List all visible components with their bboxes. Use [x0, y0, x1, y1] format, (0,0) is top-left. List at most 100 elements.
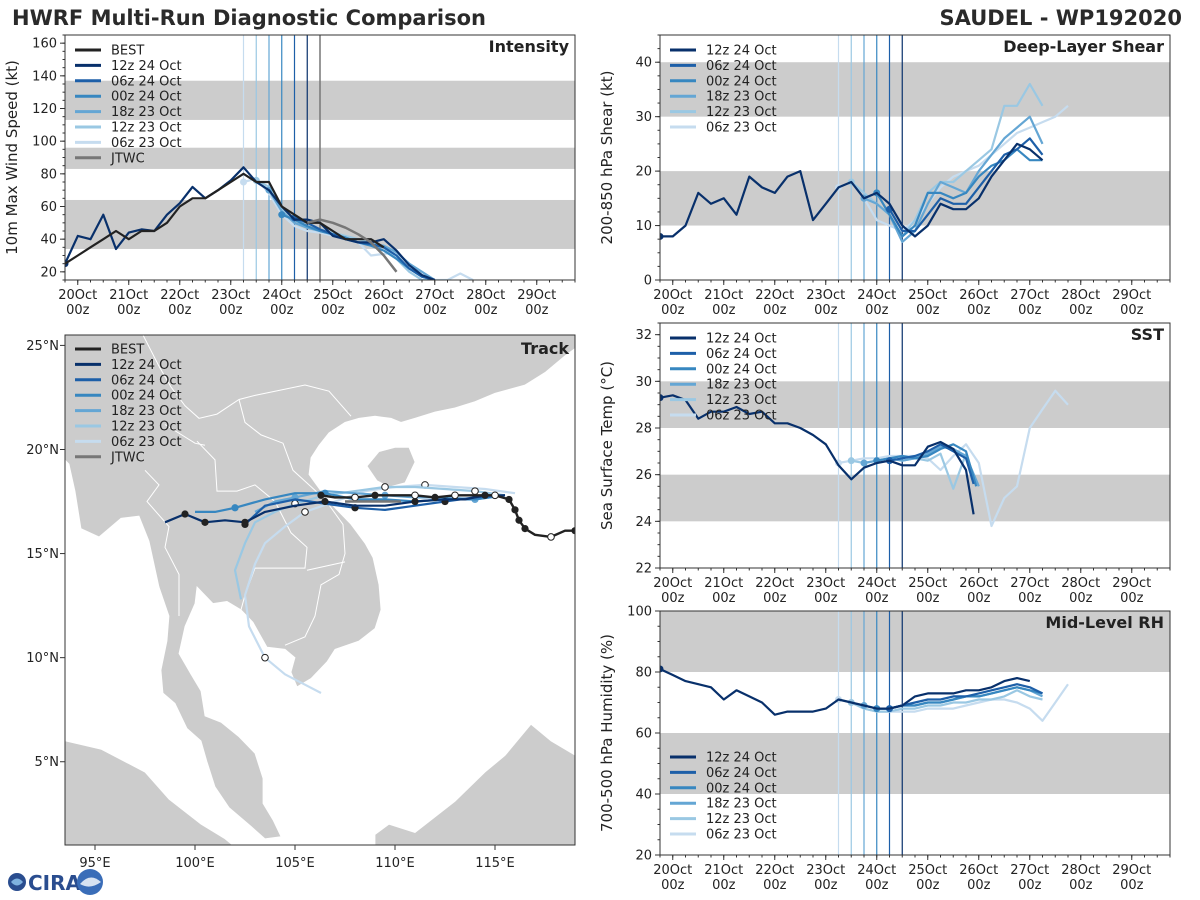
x-tick-label: 28Oct: [466, 288, 505, 303]
series-line: [838, 104, 1069, 233]
legend-label: 06z 23 Oct: [706, 409, 777, 424]
x-tick-label: 00z: [967, 303, 991, 318]
x-tick-label: 00z: [712, 878, 736, 893]
series-group: [660, 665, 1069, 722]
x-tick-label: 00z: [916, 591, 940, 606]
series-line: [660, 142, 1044, 238]
x-tick-label: 27Oct: [1010, 863, 1049, 878]
legend-label: 06z 24 Oct: [706, 59, 777, 74]
x-tick-label: 00z: [117, 303, 141, 318]
series-group: [65, 166, 474, 280]
polygon: [366, 446, 416, 488]
y-axis-label: 700-500 hPa Humidity (%): [598, 634, 616, 832]
x-tick-label: 23Oct: [806, 863, 845, 878]
best-track-line: [65, 172, 385, 265]
x-tick-label: 00z: [1069, 591, 1093, 606]
track-point-open: [351, 493, 359, 502]
x-tick-label: 23Oct: [806, 288, 845, 303]
x-tick-label: 22Oct: [160, 288, 199, 303]
track-point: [201, 518, 209, 526]
x-tick-label: 24Oct: [857, 863, 896, 878]
y-tick-label: 140: [32, 69, 57, 84]
y-tick-label: 20: [635, 165, 652, 180]
legend-label: 12z 24 Oct: [706, 751, 777, 766]
panel-shear: 01020304020Oct00z21Oct00z22Oct00z23Oct00…: [598, 34, 1171, 318]
track-point: [571, 527, 575, 535]
track-point-open: [451, 491, 459, 500]
x-tick-label: 00z: [967, 878, 991, 893]
x-tick-label: 00z: [1018, 878, 1042, 893]
series-line: [660, 668, 1031, 716]
x-tick-label: 00z: [916, 303, 940, 318]
series-line: [65, 166, 436, 280]
x-tick-label: 22Oct: [755, 576, 794, 591]
x-tick-label: 00z: [372, 303, 396, 318]
series-line: [889, 443, 975, 485]
track-point: [515, 516, 523, 524]
legend-label: 12z 24 Oct: [706, 44, 777, 59]
y-tick-label: 30: [635, 110, 652, 125]
panel-title: Intensity: [489, 37, 570, 56]
x-tick-label: 20Oct: [58, 288, 97, 303]
x-tick-label: 21Oct: [704, 288, 743, 303]
x-tick-label: 00z: [763, 878, 787, 893]
x-tick-label: 22Oct: [755, 288, 794, 303]
panel-title: Track: [521, 339, 569, 358]
series-group: [660, 389, 1069, 528]
x-tick-label: 29Oct: [517, 288, 556, 303]
shaded-band: [660, 171, 1170, 226]
lon-tick-label: 100°E: [175, 856, 215, 871]
country-border: [144, 469, 180, 616]
legend-label: 06z 24 Oct: [111, 74, 182, 89]
chart-title: HWRF Multi-Run Diagnostic Comparison: [12, 6, 487, 30]
x-tick-label: 00z: [1120, 591, 1144, 606]
y-tick-label: 40: [635, 788, 652, 803]
legend-label: 18z 23 Oct: [706, 378, 777, 393]
track-point: [511, 506, 519, 514]
x-tick-label: 25Oct: [908, 576, 947, 591]
legend-label: JTWC: [110, 450, 145, 465]
x-tick-label: 24Oct: [262, 288, 301, 303]
y-tick-label: 80: [635, 666, 652, 681]
legend-label: 18z 23 Oct: [706, 90, 777, 105]
legend-label: 12z 24 Oct: [111, 358, 182, 373]
x-tick-label: 00z: [1018, 303, 1042, 318]
x-tick-label: 00z: [474, 303, 498, 318]
track-point: [231, 504, 239, 512]
legend-label: 12z 23 Oct: [111, 420, 182, 435]
lat-tick-label: 5°N: [35, 755, 60, 770]
init-point: [278, 211, 286, 219]
x-tick-label: 29Oct: [1112, 288, 1151, 303]
panel-track: 5°N 10°N 15°N 20°N 25°N 95°E 100°E 105°E 110°E 11…: [26, 334, 576, 871]
country-border: [164, 424, 206, 446]
shaded-band: [660, 611, 1170, 672]
storm-id: SAUDEL - WP192020: [939, 6, 1182, 30]
init-point: [660, 394, 664, 402]
y-tick-label: 60: [635, 727, 652, 742]
x-tick-label: 00z: [763, 591, 787, 606]
series-line: [888, 137, 1044, 233]
shaded-band: [660, 733, 1170, 794]
track-point: [371, 491, 379, 499]
jtwc-line: [306, 218, 398, 273]
x-tick-label: 00z: [661, 878, 685, 893]
country-border: [306, 561, 346, 571]
panel-sst: 22242628303220Oct00z21Oct00z22Oct00z23Oc…: [598, 322, 1171, 606]
x-tick-label: 25Oct: [908, 863, 947, 878]
y-axis-label: Sea Surface Temp (°C): [598, 361, 616, 530]
y-tick-label: 28: [635, 422, 652, 437]
legend-label: 12z 23 Oct: [111, 121, 182, 136]
panel-title: Deep-Layer Shear: [1003, 37, 1164, 56]
track-point: [317, 491, 325, 499]
x-tick-label: 24Oct: [857, 576, 896, 591]
x-tick-label: 00z: [270, 303, 294, 318]
x-tick-label: 00z: [916, 878, 940, 893]
y-tick-label: 26: [635, 468, 652, 483]
track-point-open: [491, 491, 499, 500]
legend-label: 12z 23 Oct: [706, 812, 777, 827]
x-tick-label: 27Oct: [1010, 288, 1049, 303]
x-tick-label: 26Oct: [959, 576, 998, 591]
legend-label: 00z 24 Oct: [111, 389, 182, 404]
lat-tick-label: 10°N: [26, 651, 59, 666]
legend-label: 12z 24 Oct: [706, 332, 777, 347]
